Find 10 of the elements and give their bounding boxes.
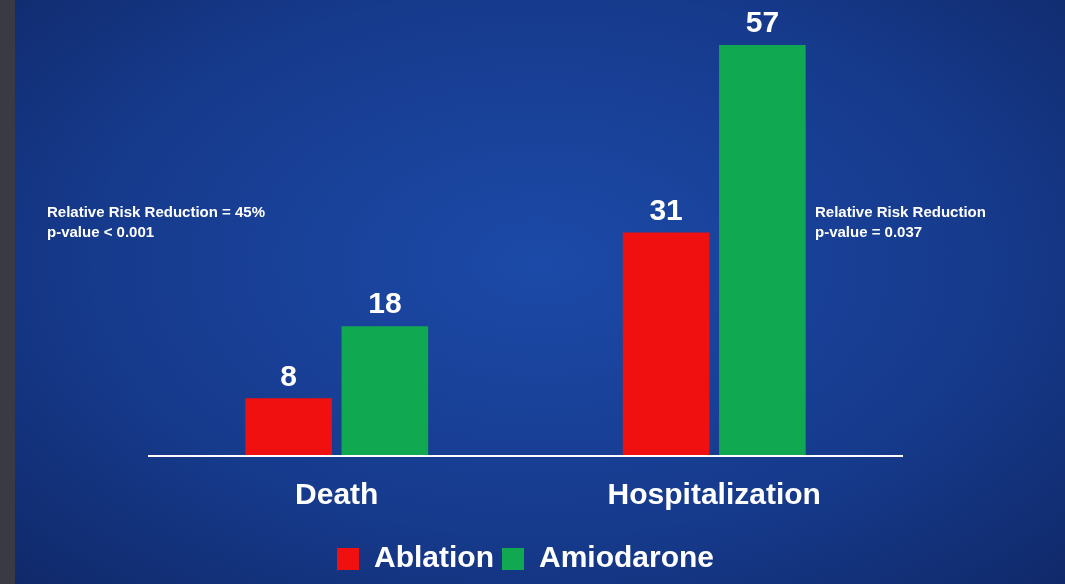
data-label: 18 (368, 286, 402, 320)
x-tick-label: Death (295, 477, 379, 511)
x-tick-label: Hospitalization (607, 477, 821, 511)
annotation: Relative Risk Reduction p-value = 0.037 (815, 202, 986, 242)
data-label: 8 (280, 358, 297, 392)
legend-label: Ablation (374, 540, 494, 574)
annotation: Relative Risk Reduction = 45% p-value < 0.001 (47, 202, 265, 242)
data-label: 57 (745, 5, 780, 39)
data-label: 31 (649, 192, 683, 226)
legend-label: Amiodarone (538, 540, 715, 574)
